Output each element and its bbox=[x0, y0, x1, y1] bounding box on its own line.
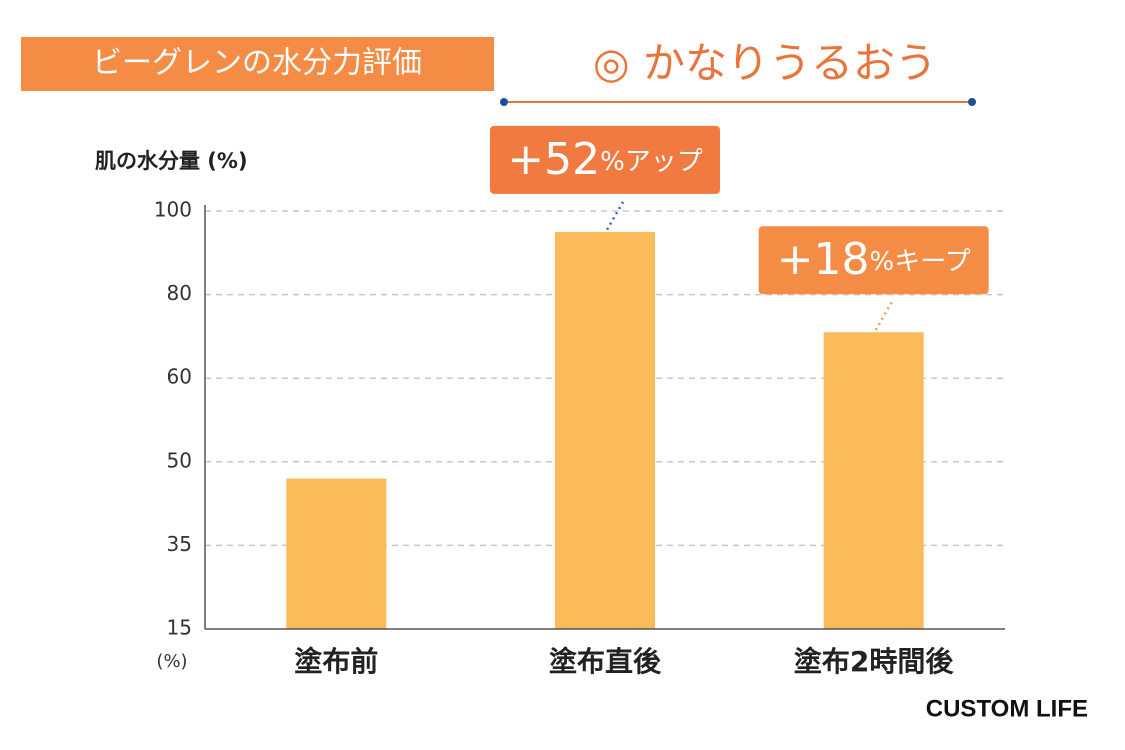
y-tick-label: 60 bbox=[167, 365, 192, 389]
x-tick-label: 塗布2時間後 bbox=[794, 645, 954, 678]
underline-dot bbox=[500, 98, 508, 106]
x-tick-label: 塗布直後 bbox=[549, 645, 662, 678]
annotation-leader bbox=[605, 201, 625, 231]
y-tick-label: 35 bbox=[167, 532, 192, 556]
bar bbox=[823, 332, 924, 629]
y-tick-label: 50 bbox=[167, 448, 192, 472]
y-tick-label: 15 bbox=[167, 616, 192, 640]
bar bbox=[555, 231, 655, 629]
annotation: +52%アップ bbox=[507, 134, 703, 185]
annotation-small: %アップ bbox=[600, 146, 703, 176]
y-tick-label: 80 bbox=[167, 281, 192, 305]
annotation: +18%キープ bbox=[777, 234, 971, 285]
annotation-box bbox=[490, 125, 720, 194]
annotation-small: %キープ bbox=[870, 247, 971, 277]
annotation-big: +18 bbox=[777, 234, 870, 285]
x-tick-label: 塗布前 bbox=[294, 645, 378, 678]
y-axis-label: 肌の水分量 (%) bbox=[95, 149, 248, 173]
annotation-leader bbox=[874, 301, 893, 331]
rating: ◎ かなりうるおう bbox=[593, 39, 937, 88]
underline-dot bbox=[968, 98, 976, 106]
chart-title: ビーグレンの水分力評価 bbox=[92, 46, 422, 81]
y-tick-label: 100 bbox=[154, 198, 192, 222]
annotation-box bbox=[758, 226, 989, 295]
annotation-big: +52 bbox=[507, 134, 600, 185]
bar bbox=[286, 478, 387, 629]
logo: CUSTOM LIFE bbox=[926, 695, 1088, 722]
x-unit: (%) bbox=[156, 651, 187, 672]
title-box bbox=[21, 37, 494, 91]
